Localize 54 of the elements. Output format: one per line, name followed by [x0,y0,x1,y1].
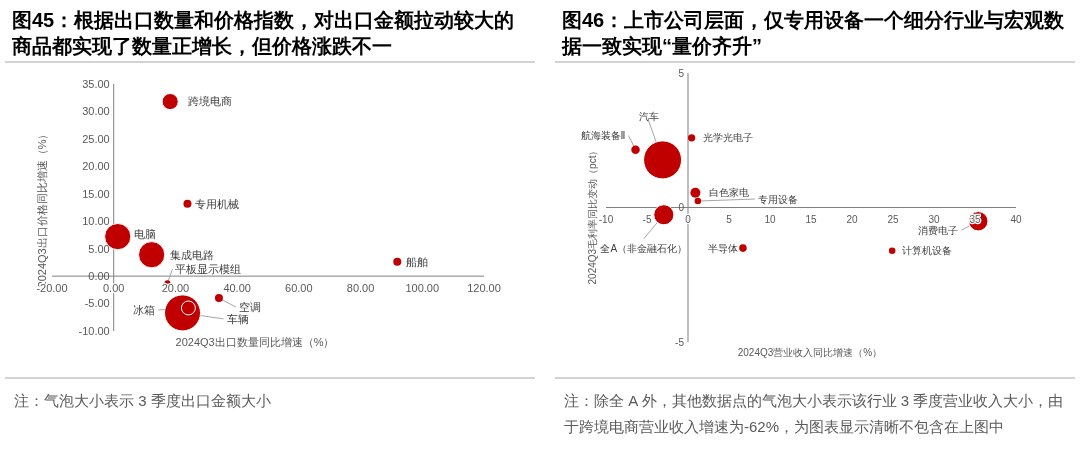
x-tick-label: 60.00 [285,282,313,295]
series-label: 半导体 [707,242,738,254]
text: 注：除全 A 外，其他数据点的气泡大小表示该行业 3 季度营业收入大小，由于跨境电商营业收入增速为-62%，为图表显示清晰不包含在上图中 [564,392,1064,435]
y-tick-label: -10.00 [78,324,110,337]
text: 注：气泡大小表示 3 季度出口金额大小 [14,392,271,409]
y-tick-label: 5.00 [88,242,110,255]
series-label: 电脑 [133,228,156,241]
x-tick-label: 10 [764,213,776,225]
y-tick-label: 0 [678,202,685,213]
y-tick-label: 25.00 [82,132,110,145]
y-axis-title: 2024Q3毛利率同比变动（pct） [587,145,598,285]
text: 全A（非金融石化） [600,243,688,255]
series-label: 集成电路 [169,248,214,261]
x-tick-label: -5 [642,213,652,225]
y-tick-label: 10.00 [82,215,110,228]
series-label: 平板显示模组 [175,263,242,276]
x-tick-label: 40.00 [223,282,251,295]
x-tick-label: -10 [598,213,614,225]
series-label: 白色家电 [709,187,750,199]
x-tick-label: 25 [887,213,899,225]
x-axis-title: 2024Q3出口数量同比增速（%） [175,336,335,348]
x-tick-label: 30 [928,213,940,225]
y-tick-label: 0.00 [88,269,110,282]
chart-title: 图45：根据出口数量和价格指数，对出口金额拉动较大的商品都实现了数量正增长，但价格涨跌不一 [11,9,515,57]
series-label: 航海装备Ⅱ [580,130,626,142]
x-tick-label: 15 [805,213,817,225]
text: 车辆 [226,312,249,325]
x-tick-label: 80.00 [346,282,375,295]
x-tick-label: 20.00 [161,282,190,295]
y-tick-label: 5 [678,67,685,79]
x-tick-label: 120.00 [467,282,501,295]
y-tick-label: 35.00 [82,77,110,90]
x-tick-label: 40 [1010,213,1022,225]
text: 冰箱 [133,303,156,316]
series-label: 光学光电子 [702,132,753,144]
series-label: 消费电子 [918,224,959,236]
series-label: 计算机设备 [902,245,953,257]
chart-title: 图46：上市公司层面，仅专用设备一个细分行业与宏观数据一致实现“量价齐升” [561,9,1066,57]
x-tick-label: 5 [726,213,733,225]
series-label: 跨境电商 [188,95,233,108]
x-axis-title: 2024Q3营业收入同比增速（%） [737,347,883,358]
series-label: 汽车 [638,111,659,123]
x-tick-label: 100.00 [405,282,440,295]
text: 专用设备 [757,193,798,205]
x-tick-label: 20 [846,213,858,225]
y-tick-label: 20.00 [82,160,110,173]
series-label: 空调 [238,300,261,313]
series-label: 船舶 [406,255,429,268]
y-tick-label: -5 [675,336,685,348]
series-label: 专用机械 [195,197,240,210]
y-tick-label: -5.00 [84,297,110,310]
y-tick-label: 15.00 [82,187,110,200]
x-tick-label: 35 [969,213,981,225]
y-tick-label: 30.00 [82,105,110,118]
